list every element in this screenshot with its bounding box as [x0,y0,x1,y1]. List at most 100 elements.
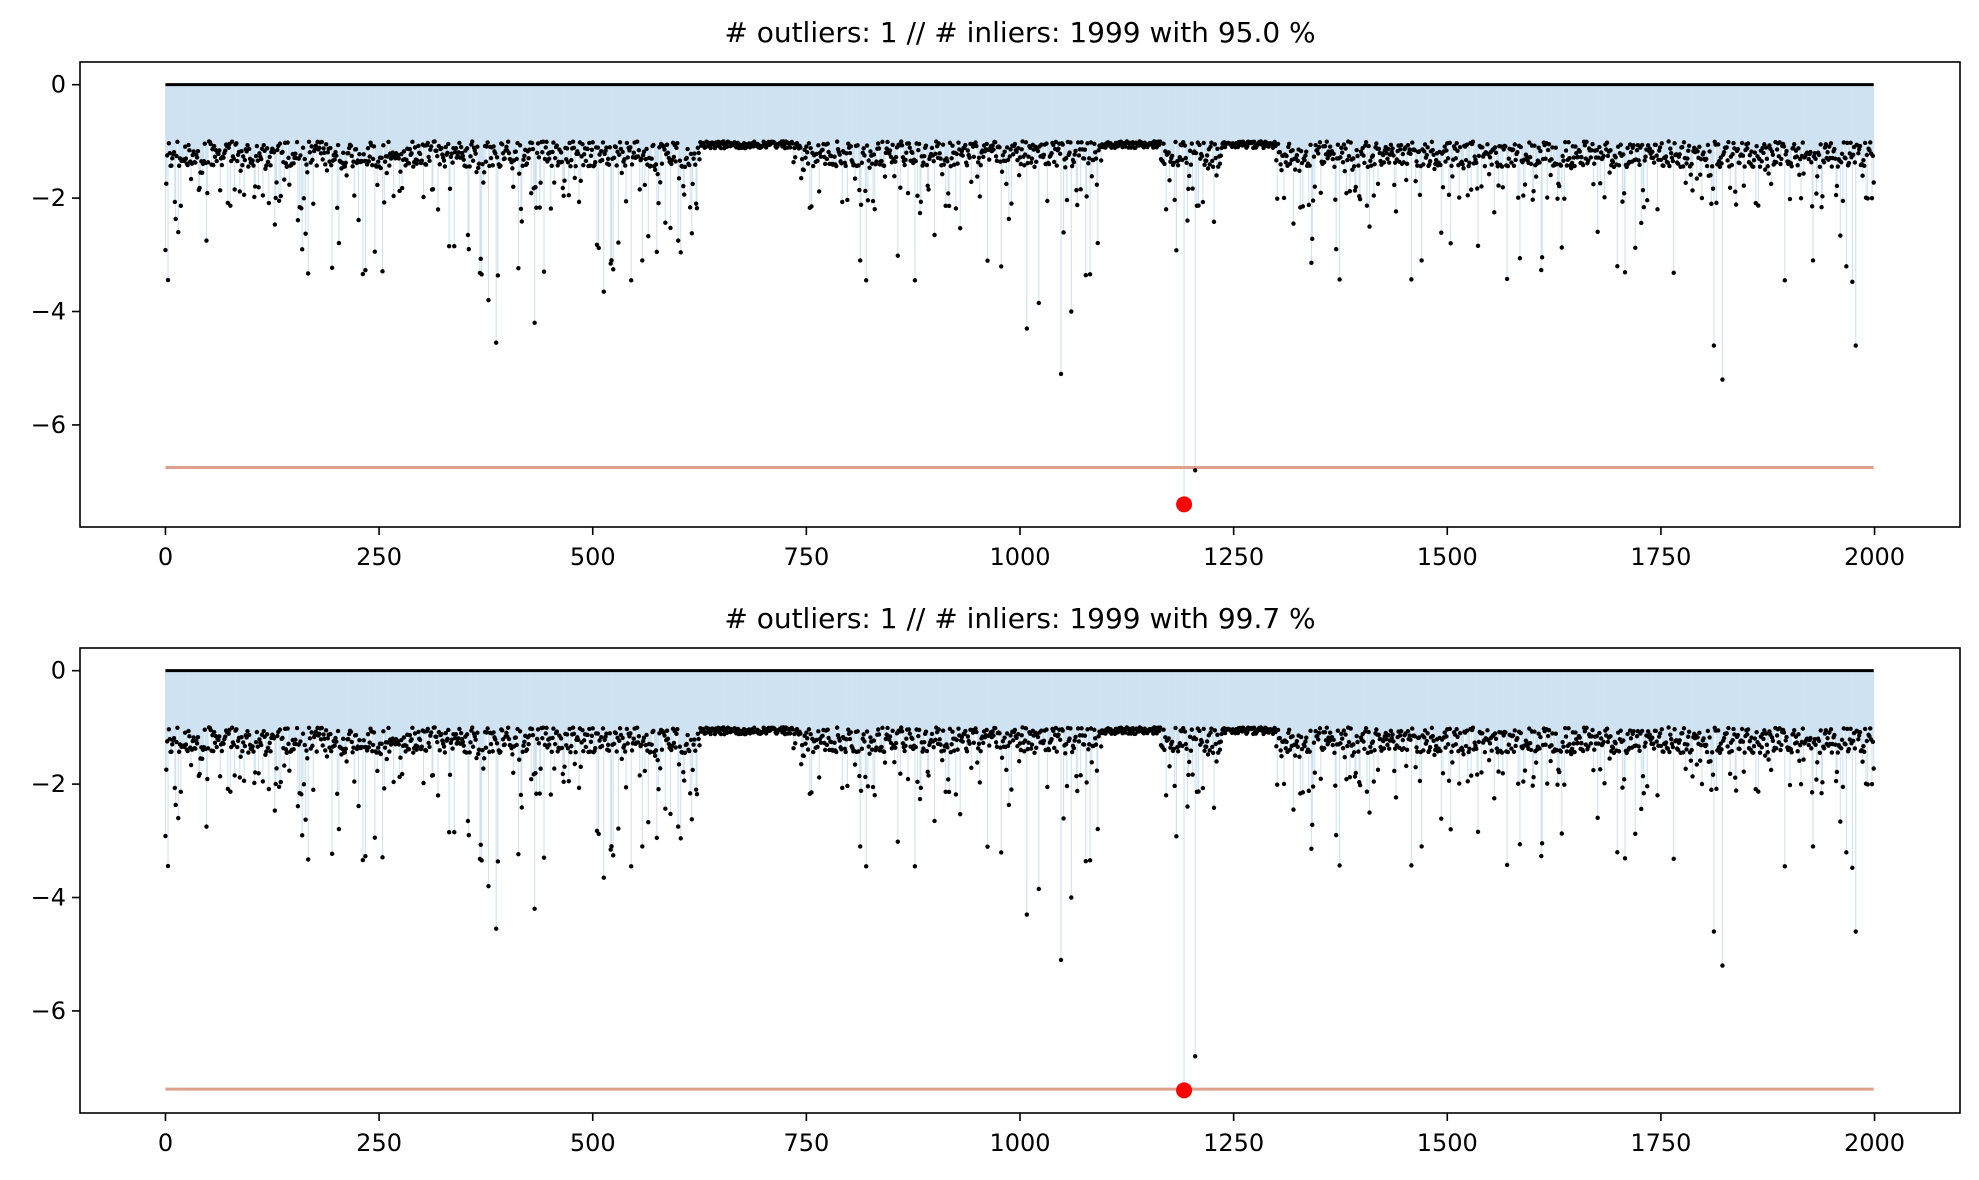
data-point [1697,144,1702,150]
data-point [1828,141,1834,146]
data-point [1698,156,1704,162]
data-point [1754,143,1759,149]
data-point [655,171,660,177]
data-point [899,139,904,144]
data-point [562,178,567,183]
data-point [1511,163,1517,168]
data-point [260,193,266,198]
data-point [1286,141,1292,146]
data-point [1295,158,1300,163]
data-point [1201,140,1206,146]
data-point [346,150,351,156]
x-tick-label: 1000 [989,543,1050,571]
data-point [1834,183,1840,189]
data-point [223,148,228,153]
data-point [708,145,713,151]
data-point [946,191,951,196]
data-point [1621,152,1626,157]
data-point [1390,146,1395,151]
data-point [1515,150,1520,155]
data-point [264,146,270,151]
data-point [1852,160,1858,165]
data-point [1354,147,1359,153]
data-point [599,157,605,163]
data-point [1645,143,1651,148]
data-point [1023,140,1029,145]
data-point [237,189,242,194]
data-point [693,201,699,206]
data-point [183,156,189,161]
data-point [805,161,811,166]
data-point [1427,159,1433,164]
data-point [526,155,531,161]
data-point [1061,230,1066,235]
data-point [182,144,188,149]
data-point [1618,142,1623,147]
data-point [1208,144,1213,149]
data-point [1339,150,1345,155]
data-point [1337,277,1342,282]
data-point [1574,150,1579,156]
data-point [535,141,541,146]
data-point [1006,216,1012,222]
data-point [1069,163,1075,169]
data-point [1034,159,1039,164]
data-point [1342,168,1347,174]
data-point [1838,233,1843,238]
data-point [483,159,489,164]
data-point [1562,196,1567,201]
data-point [1193,150,1199,156]
bottom-chart-title: # outliers: 1 // # inliers: 1999 with 99… [724,602,1315,635]
data-point [607,145,613,150]
data-point [1833,192,1839,198]
data-point [464,146,470,151]
data-point [1384,150,1389,156]
data-point [1829,164,1835,169]
data-point [643,156,648,162]
data-point [245,142,250,148]
data-point [510,166,515,171]
data-point [1251,139,1257,144]
data-point [1272,139,1277,145]
data-point [447,186,453,192]
data-point [569,157,574,163]
data-point [999,264,1004,269]
data-point [1364,203,1370,208]
data-point [1688,172,1694,177]
data-point [299,206,304,211]
data-point [254,143,260,149]
data-point [581,162,586,168]
data-point [1631,143,1636,148]
data-point [1862,140,1868,146]
data-point [1651,155,1656,161]
data-point [1275,196,1280,201]
data-point [1536,145,1541,150]
data-point [321,146,326,151]
data-point [1292,167,1298,172]
data-point [552,180,557,185]
data-point [336,240,342,246]
data-point [1745,146,1750,151]
data-point [1528,161,1534,167]
data-point [587,140,592,146]
data-point [300,145,306,150]
data-point [682,164,688,170]
data-point [325,150,331,155]
data-point [863,188,868,194]
data-point [874,159,879,164]
data-point [1567,156,1572,161]
data-point [287,182,292,187]
data-point [317,145,322,150]
data-point [1668,150,1674,156]
data-point [1440,185,1446,190]
data-point [993,140,998,145]
data-point [552,155,558,161]
data-point [1620,199,1625,204]
data-point [1860,173,1865,178]
data-point [217,188,223,193]
data-point [898,185,903,190]
data-point [1192,468,1198,473]
data-point [1449,163,1454,169]
data-point [304,162,309,167]
data-point [251,163,256,168]
